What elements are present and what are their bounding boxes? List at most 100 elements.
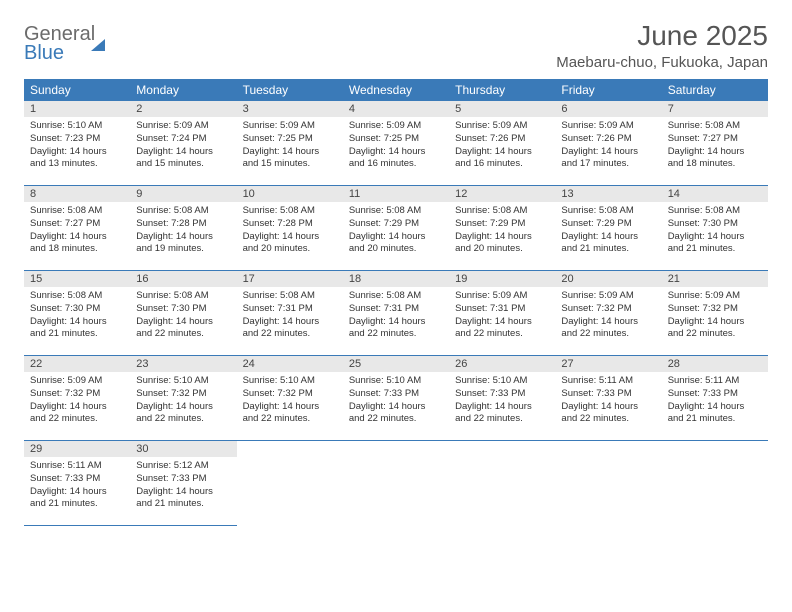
sunset-line: Sunset: 7:27 PM <box>30 218 100 229</box>
day-details: Sunrise: 5:11 AMSunset: 7:33 PMDaylight:… <box>24 457 130 515</box>
sunrise-line: Sunrise: 5:09 AM <box>136 120 208 131</box>
day-number: 3 <box>237 101 343 117</box>
daylight-line: Daylight: 14 hours and 18 minutes. <box>668 146 745 170</box>
sunset-line: Sunset: 7:27 PM <box>668 133 738 144</box>
weekday-header: Monday <box>130 79 236 101</box>
daylight-line: Daylight: 14 hours and 15 minutes. <box>243 146 320 170</box>
brand-part2: Blue <box>24 43 95 63</box>
sunset-line: Sunset: 7:23 PM <box>30 133 100 144</box>
sunset-line: Sunset: 7:28 PM <box>136 218 206 229</box>
day-details: Sunrise: 5:09 AMSunset: 7:26 PMDaylight:… <box>449 117 555 175</box>
sunrise-line: Sunrise: 5:11 AM <box>30 460 102 471</box>
day-details: Sunrise: 5:09 AMSunset: 7:32 PMDaylight:… <box>662 287 768 345</box>
calendar-cell <box>555 441 661 526</box>
sunset-line: Sunset: 7:26 PM <box>455 133 525 144</box>
day-number: 18 <box>343 271 449 287</box>
sunset-line: Sunset: 7:30 PM <box>30 303 100 314</box>
sunrise-line: Sunrise: 5:10 AM <box>349 375 421 386</box>
day-details: Sunrise: 5:08 AMSunset: 7:29 PMDaylight:… <box>555 202 661 260</box>
daylight-line: Daylight: 14 hours and 20 minutes. <box>349 231 426 255</box>
daylight-line: Daylight: 14 hours and 22 minutes. <box>668 316 745 340</box>
day-number: 1 <box>24 101 130 117</box>
day-details: Sunrise: 5:08 AMSunset: 7:31 PMDaylight:… <box>343 287 449 345</box>
day-number: 20 <box>555 271 661 287</box>
day-number: 11 <box>343 186 449 202</box>
day-details: Sunrise: 5:08 AM Sunset: 7:27 PM Daylight:… <box>662 117 768 175</box>
weekday-header: Thursday <box>449 79 555 101</box>
daylight-line: Daylight: 14 hours and 21 minutes. <box>136 486 213 510</box>
sunset-line: Sunset: 7:28 PM <box>243 218 313 229</box>
day-number: 21 <box>662 271 768 287</box>
calendar-cell: 1Sunrise: 5:10 AMSunset: 7:23 PMDaylight… <box>24 101 130 186</box>
calendar-cell: 20Sunrise: 5:09 AMSunset: 7:32 PMDayligh… <box>555 271 661 356</box>
calendar-cell: 5Sunrise: 5:09 AMSunset: 7:26 PMDaylight… <box>449 101 555 186</box>
sunrise-line: Sunrise: 5:09 AM <box>243 120 315 131</box>
calendar-cell: 25Sunrise: 5:10 AMSunset: 7:33 PMDayligh… <box>343 356 449 441</box>
day-number: 25 <box>343 356 449 372</box>
calendar-cell: 3 Sunrise: 5:09 AM Sunset: 7:25 PM Daylight… <box>237 101 343 186</box>
header: General Blue June 2025 Maebaru-chuo, Fuk… <box>24 20 768 71</box>
sunset-line: Sunset: 7:31 PM <box>243 303 313 314</box>
calendar-cell: 2Sunrise: 5:09 AMSunset: 7:24 PMDaylight… <box>130 101 236 186</box>
calendar-cell: 17Sunrise: 5:08 AMSunset: 7:31 PMDayligh… <box>237 271 343 356</box>
weekday-header: Wednesday <box>343 79 449 101</box>
sunset-line: Sunset: 7:25 PM <box>243 133 313 144</box>
location-text: Maebaru-chuo, Fukuoka, Japan <box>556 54 768 71</box>
day-number: 24 <box>237 356 343 372</box>
day-details: Sunrise: 5:09 AMSunset: 7:25 PMDaylight:… <box>343 117 449 175</box>
daylight-line: Daylight: 14 hours and 17 minutes. <box>561 146 638 170</box>
calendar-cell: 11Sunrise: 5:08 AMSunset: 7:29 PMDayligh… <box>343 186 449 271</box>
sunrise-line: Sunrise: 5:08 AM <box>30 205 102 216</box>
day-number: 15 <box>24 271 130 287</box>
day-details: Sunrise: 5:12 AMSunset: 7:33 PMDaylight:… <box>130 457 236 515</box>
calendar-cell: 7Sunrise: 5:08 AMSunset: 7:27 PMDaylight… <box>662 101 768 186</box>
sunrise-line: Sunrise: 5:08 AM <box>136 205 208 216</box>
calendar-cell: 13Sunrise: 5:08 AMSunset: 7:29 PMDayligh… <box>555 186 661 271</box>
brand-logo: General Blue <box>24 20 105 63</box>
sunset-line: Sunset: 7:33 PM <box>668 388 738 399</box>
day-details: Sunrise: 5:08 AMSunset: 7:31 PMDaylight:… <box>237 287 343 345</box>
calendar-cell <box>662 441 768 526</box>
daylight-line: Daylight: 14 hours and 16 minutes. <box>349 146 426 170</box>
day-number: 23 <box>130 356 236 372</box>
calendar-cell: 21Sunrise: 5:09 AMSunset: 7:32 PMDayligh… <box>662 271 768 356</box>
day-details: Sunrise: 5:08 AMSunset: 7:30 PMDaylight:… <box>130 287 236 345</box>
daylight-line: Daylight: 14 hours and 22 minutes. <box>136 316 213 340</box>
sunset-line: Sunset: 7:33 PM <box>136 473 206 484</box>
sunrise-line: Sunrise: 5:08 AM <box>349 205 421 216</box>
daylight-line: Daylight: 14 hours and 22 minutes. <box>349 401 426 425</box>
day-number: 4 <box>343 101 449 117</box>
day-number: 5 <box>449 101 555 117</box>
sunset-line: Sunset: 7:32 PM <box>243 388 313 399</box>
sunset-line: Sunset: 7:33 PM <box>455 388 525 399</box>
day-details: Sunrise: 5:10 AMSunset: 7:33 PMDaylight:… <box>449 372 555 430</box>
calendar-cell: 15Sunrise: 5:08 AMSunset: 7:30 PMDayligh… <box>24 271 130 356</box>
day-number: 13 <box>555 186 661 202</box>
calendar-cell <box>343 441 449 526</box>
day-number: 26 <box>449 356 555 372</box>
sunrise-line: Sunrise: 5:08 AM <box>668 205 740 216</box>
day-details: Sunrise: 5:10 AMSunset: 7:33 PMDaylight:… <box>343 372 449 430</box>
day-number: 10 <box>237 186 343 202</box>
sunrise-line: Sunrise: 5:08 AM <box>668 120 740 131</box>
daylight-line: Daylight: 14 hours and 20 minutes. <box>243 231 320 255</box>
day-number: 2 <box>130 101 236 117</box>
day-number: 27 <box>555 356 661 372</box>
sunrise-line: Sunrise: 5:08 AM <box>561 205 633 216</box>
day-number: 28 <box>662 356 768 372</box>
day-number: 14 <box>662 186 768 202</box>
sunset-line: Sunset: 7:25 PM <box>349 133 419 144</box>
calendar-cell: 8Sunrise: 5:08 AMSunset: 7:27 PMDaylight… <box>24 186 130 271</box>
day-details: Sunrise: 5:08 AMSunset: 7:28 PMDaylight:… <box>237 202 343 260</box>
day-details: Sunrise: 5:08 AMSunset: 7:29 PMDaylight:… <box>449 202 555 260</box>
sunrise-line: Sunrise: 5:11 AM <box>561 375 633 386</box>
calendar-cell: 9Sunrise: 5:08 AMSunset: 7:28 PMDaylight… <box>130 186 236 271</box>
daylight-line: Daylight: 14 hours and 22 minutes. <box>455 401 532 425</box>
daylight-line: Daylight: 14 hours and 21 minutes. <box>668 401 745 425</box>
day-details: Sunrise: 5:09 AMSunset: 7:32 PMDaylight:… <box>24 372 130 430</box>
sunset-line: Sunset: 7:32 PM <box>30 388 100 399</box>
sunrise-line: Sunrise: 5:09 AM <box>668 290 740 301</box>
calendar-cell: 14Sunrise: 5:08 AMSunset: 7:30 PMDayligh… <box>662 186 768 271</box>
calendar-row: 8Sunrise: 5:08 AMSunset: 7:27 PMDaylight… <box>24 186 768 271</box>
daylight-line: Daylight: 14 hours and 22 minutes. <box>243 316 320 340</box>
